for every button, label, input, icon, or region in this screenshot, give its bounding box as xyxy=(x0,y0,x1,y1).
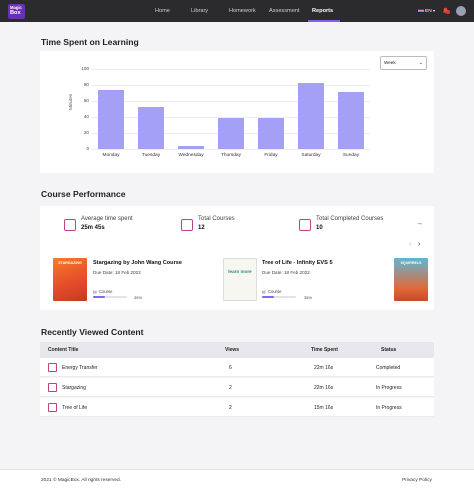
course-progress-percent: 35% xyxy=(134,295,143,300)
course-cover-image[interactable]: STARGAZING xyxy=(53,258,87,301)
nav-home[interactable]: Home xyxy=(155,8,170,14)
recent-content-title: Recently Viewed Content xyxy=(41,327,144,337)
row-views: 2 xyxy=(229,405,232,411)
language-selector[interactable]: EN ▾ xyxy=(418,8,435,14)
table-row[interactable] xyxy=(40,378,434,397)
gridline xyxy=(92,117,370,118)
row-views: 2 xyxy=(229,385,232,391)
y-tick-label: 80 xyxy=(83,82,89,87)
course-progress-bar xyxy=(93,296,127,298)
bar-sunday[interactable] xyxy=(338,92,364,149)
row-status: In Progress xyxy=(376,385,402,391)
y-axis-label: Minutes xyxy=(68,93,73,110)
gridline xyxy=(92,149,370,150)
course-progress-fill xyxy=(262,296,274,298)
course-due-date: Due Date: 18 Feb 2022 xyxy=(262,270,310,275)
period-select[interactable]: Week ⌄ xyxy=(380,56,427,70)
stat-avg-time-value: 25m 45s xyxy=(81,225,105,231)
row-views: 6 xyxy=(229,365,232,371)
stat-avg-time-label: Average time spent xyxy=(81,216,133,222)
table-row[interactable] xyxy=(40,358,434,377)
nav-library[interactable]: Library xyxy=(191,8,209,14)
course-progress-fill xyxy=(93,296,105,298)
y-tick-label: 0 xyxy=(86,146,89,151)
x-tick-label: Wednesday xyxy=(178,153,204,158)
course-tag: Course xyxy=(268,289,282,294)
row-time: 15m 16s xyxy=(314,405,334,411)
col-views: Views xyxy=(225,347,240,353)
completed-courses-icon xyxy=(299,219,311,231)
document-icon xyxy=(48,403,57,412)
row-title[interactable]: Energy Transfer xyxy=(62,365,98,371)
row-time: 22m 16s xyxy=(314,385,334,391)
nav-assessment[interactable]: Assessment xyxy=(269,8,300,14)
carousel-prev-icon[interactable]: ‹ xyxy=(409,241,412,248)
clock-icon xyxy=(64,219,76,231)
x-tick-label: Monday xyxy=(102,153,120,158)
course-performance-title: Course Performance xyxy=(41,189,126,199)
gridline xyxy=(92,85,370,86)
y-tick-label: 60 xyxy=(83,98,89,103)
table-row[interactable] xyxy=(40,398,434,417)
row-status: In Progress xyxy=(376,405,402,411)
nav-reports[interactable]: Reports xyxy=(312,8,334,14)
gridline xyxy=(92,69,370,70)
bar-thursday[interactable] xyxy=(218,117,244,149)
course-cover-image[interactable]: SQUIRRELS xyxy=(394,258,428,301)
bar-tuesday[interactable] xyxy=(138,107,164,149)
notification-dot xyxy=(446,10,450,14)
course-tag: Course xyxy=(99,289,113,294)
y-tick-label: 40 xyxy=(83,114,89,119)
course-progress-bar xyxy=(262,296,296,298)
course-title[interactable]: Tree of Life - Infinity EVS 5 xyxy=(262,260,333,266)
stat-completed-label: Total Completed Courses xyxy=(316,216,384,222)
stat-completed-value: 10 xyxy=(316,225,323,231)
x-tick-label: Saturday xyxy=(301,153,321,158)
nav-homework[interactable]: Homework xyxy=(229,8,256,14)
courses-icon xyxy=(181,219,193,231)
privacy-policy-link[interactable]: Privacy Policy xyxy=(402,478,432,483)
row-status: Completed xyxy=(376,365,401,371)
row-title[interactable]: Stargazing xyxy=(62,385,86,391)
row-title[interactable]: Tree of Life xyxy=(62,405,88,411)
course-title[interactable]: Stargazing by John Wang Course xyxy=(93,260,182,266)
col-status: Status xyxy=(381,347,397,353)
y-tick-label: 20 xyxy=(83,130,89,135)
x-tick-label: Friday xyxy=(264,153,278,158)
chevron-down-icon: ⌄ xyxy=(418,60,423,66)
col-time-spent: Time Spent xyxy=(311,347,338,353)
col-content-title: Content Title xyxy=(48,347,79,353)
course-cover-image[interactable]: learn more xyxy=(223,258,257,301)
x-tick-label: Sunday xyxy=(342,153,360,158)
avatar[interactable] xyxy=(456,6,466,16)
row-time: 22m 16s xyxy=(314,365,334,371)
magicbox-logo[interactable]: Magic Box xyxy=(8,4,25,19)
document-icon xyxy=(48,383,57,392)
stat-total-courses-value: 12 xyxy=(198,225,205,231)
x-tick-label: Tuesday xyxy=(141,153,161,158)
y-tick-label: 100 xyxy=(81,66,89,71)
uk-flag-icon xyxy=(418,8,424,13)
x-tick-label: Thursday xyxy=(221,153,241,158)
chevron-down-icon: ▾ xyxy=(433,8,436,13)
book-icon: ▤ xyxy=(93,289,97,294)
arrow-right-icon[interactable]: → xyxy=(416,220,423,227)
time-spent-title: Time Spent on Learning xyxy=(41,37,139,47)
active-tab-indicator xyxy=(308,20,340,22)
bar-monday[interactable] xyxy=(98,89,124,149)
document-icon xyxy=(48,363,57,372)
book-icon: ▤ xyxy=(262,289,266,294)
table-header xyxy=(40,342,434,358)
gridline xyxy=(92,101,370,102)
carousel-next-icon[interactable]: › xyxy=(418,241,421,248)
course-progress-percent: 35% xyxy=(304,295,313,300)
copyright-text: 2021 © MagicBox. All rights reserved. xyxy=(41,478,122,483)
stat-total-courses-label: Total Courses xyxy=(198,216,235,222)
bar-saturday[interactable] xyxy=(298,82,324,149)
course-due-date: Due Date: 18 Feb 2022 xyxy=(93,270,141,275)
bar-friday[interactable] xyxy=(258,117,284,149)
top-nav: Magic Box Home Library Homework Assessme… xyxy=(0,0,474,22)
bar-wednesday[interactable] xyxy=(178,145,204,149)
footer xyxy=(0,469,474,491)
